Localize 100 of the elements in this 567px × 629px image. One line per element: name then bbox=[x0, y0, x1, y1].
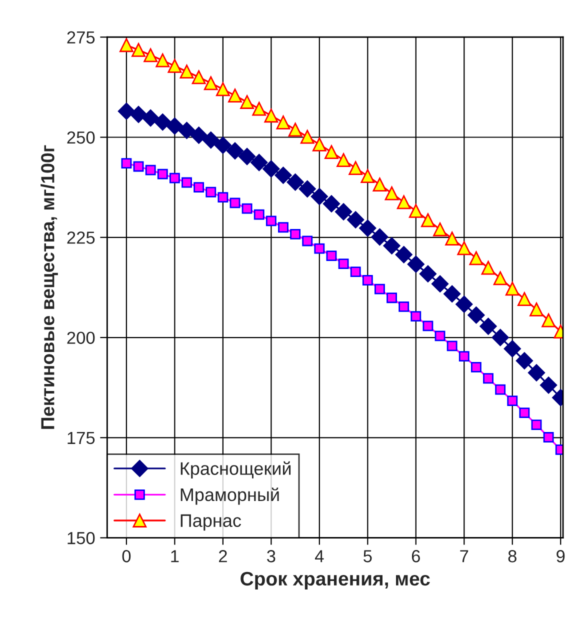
point bbox=[190, 126, 208, 144]
point bbox=[214, 136, 232, 154]
point bbox=[470, 362, 482, 372]
y-tick-label: 150 bbox=[68, 532, 95, 544]
point bbox=[530, 302, 544, 316]
point bbox=[543, 432, 554, 442]
point bbox=[504, 340, 521, 358]
point bbox=[383, 237, 400, 254]
point bbox=[169, 172, 180, 184]
point bbox=[483, 373, 494, 384]
y-tick-label: 200 bbox=[67, 332, 95, 344]
x-axis-title: Срок хранения, мес bbox=[240, 572, 430, 590]
point bbox=[458, 351, 470, 362]
point bbox=[302, 236, 313, 246]
point bbox=[336, 153, 350, 168]
point bbox=[156, 53, 170, 68]
point bbox=[168, 59, 182, 73]
point bbox=[445, 232, 460, 246]
point bbox=[421, 213, 435, 228]
x-tick-label: 9 bbox=[556, 550, 565, 562]
point bbox=[254, 209, 264, 220]
point bbox=[230, 198, 240, 208]
point bbox=[312, 138, 326, 152]
point bbox=[338, 258, 349, 270]
point bbox=[182, 177, 192, 188]
point bbox=[240, 95, 254, 109]
x-tick-label: 3 bbox=[267, 550, 276, 562]
x-tick-label: 5 bbox=[364, 550, 372, 562]
point bbox=[121, 158, 132, 168]
point bbox=[206, 186, 216, 198]
point bbox=[310, 188, 328, 206]
x-tick-label: 6 bbox=[412, 550, 420, 562]
point bbox=[493, 271, 508, 286]
point bbox=[324, 145, 338, 160]
point bbox=[371, 228, 388, 246]
point bbox=[144, 48, 158, 62]
point bbox=[408, 204, 423, 218]
point bbox=[517, 292, 532, 306]
point bbox=[360, 169, 375, 184]
legend-label: Краснощекий bbox=[180, 461, 291, 479]
point bbox=[446, 340, 458, 352]
x-tick-label: 8 bbox=[508, 550, 516, 562]
point bbox=[542, 313, 556, 328]
point bbox=[431, 275, 449, 292]
point bbox=[481, 260, 496, 275]
point bbox=[419, 265, 437, 282]
point bbox=[157, 168, 168, 180]
point bbox=[468, 306, 485, 324]
point bbox=[495, 384, 506, 395]
point bbox=[492, 328, 509, 346]
legend-label: Мраморный bbox=[180, 488, 279, 505]
point bbox=[396, 195, 411, 210]
x-tick-label: 7 bbox=[460, 550, 468, 562]
point bbox=[386, 292, 397, 304]
point bbox=[276, 115, 290, 130]
point bbox=[326, 250, 337, 262]
point bbox=[531, 420, 542, 430]
point bbox=[480, 318, 497, 335]
point bbox=[278, 222, 288, 233]
point bbox=[410, 311, 422, 322]
point bbox=[384, 186, 399, 200]
point bbox=[238, 148, 256, 166]
point bbox=[274, 166, 292, 184]
point bbox=[250, 154, 268, 172]
point bbox=[133, 161, 144, 172]
point bbox=[145, 164, 156, 176]
point bbox=[347, 211, 364, 228]
y-tick-label: 275 bbox=[67, 31, 95, 44]
point bbox=[348, 161, 363, 176]
point bbox=[314, 243, 325, 254]
point bbox=[130, 106, 148, 123]
point bbox=[202, 132, 220, 149]
y-tick-label: 250 bbox=[67, 131, 95, 144]
point bbox=[528, 364, 546, 382]
x-tick-label: 0 bbox=[122, 550, 131, 562]
point bbox=[407, 256, 424, 273]
point bbox=[194, 182, 204, 193]
point bbox=[300, 130, 314, 144]
point bbox=[322, 195, 340, 212]
point bbox=[166, 117, 184, 135]
point bbox=[218, 192, 228, 203]
y-tick-label: 225 bbox=[67, 232, 95, 244]
point bbox=[228, 88, 242, 103]
point bbox=[507, 396, 518, 406]
point bbox=[252, 102, 266, 116]
point bbox=[540, 376, 558, 394]
x-tick-label: 1 bbox=[171, 550, 179, 562]
point bbox=[298, 180, 316, 198]
point bbox=[264, 108, 278, 123]
point bbox=[286, 174, 304, 191]
point bbox=[262, 160, 280, 178]
y-axis-title: Пектиновые вещества, мг/100г bbox=[40, 145, 58, 429]
point bbox=[395, 246, 412, 264]
point bbox=[290, 228, 301, 240]
point bbox=[350, 266, 361, 278]
x-tick-label: 2 bbox=[218, 550, 227, 562]
point bbox=[178, 122, 196, 139]
point bbox=[505, 282, 520, 296]
point bbox=[359, 220, 376, 237]
point bbox=[457, 241, 472, 256]
